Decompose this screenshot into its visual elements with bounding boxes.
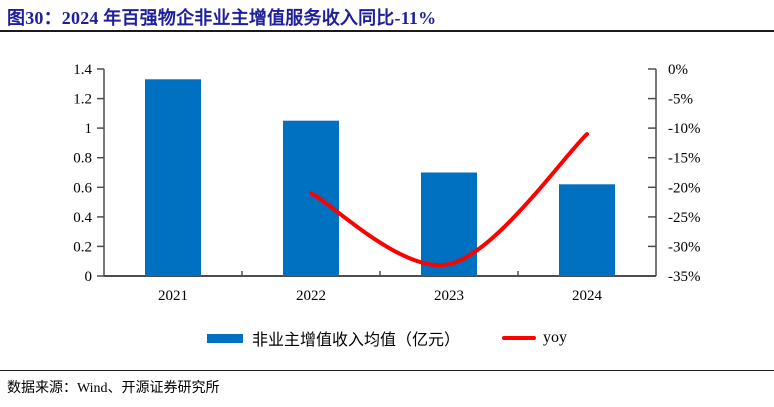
left-axis-tick-label: 1.2 xyxy=(73,92,92,108)
left-axis-tick-label: 0.8 xyxy=(73,151,92,167)
left-axis-tick-label: 1 xyxy=(85,121,93,137)
x-axis-label: 2023 xyxy=(434,288,464,304)
x-axis-label: 2022 xyxy=(296,288,326,304)
right-axis-tick-label: -10% xyxy=(668,121,701,137)
right-axis-tick-label: -35% xyxy=(668,269,701,285)
left-axis-tick-label: 0.6 xyxy=(73,180,92,196)
x-axis-label: 2021 xyxy=(158,288,188,304)
bar-2021 xyxy=(145,79,201,276)
bar-legend-label: 非业主增值收入均值（亿元） xyxy=(251,332,460,349)
footer-divider xyxy=(0,370,774,371)
right-axis-tick-label: -20% xyxy=(668,180,701,196)
yoy-line xyxy=(309,132,589,268)
bar-2024 xyxy=(559,184,615,276)
bar-2023 xyxy=(421,172,477,276)
left-axis-tick-label: 0 xyxy=(85,269,93,285)
left-axis-tick-label: 1.4 xyxy=(73,62,92,78)
chart-legend: 非业主增值收入均值（亿元） yoy xyxy=(0,328,774,349)
figure-title: 图30：2024 年百强物企非业主增值服务收入同比-11% xyxy=(7,8,437,28)
right-axis-tick-label: -30% xyxy=(668,239,701,255)
x-axis-label: 2024 xyxy=(572,288,603,304)
bar-legend-swatch xyxy=(206,333,243,343)
left-axis-tick-label: 0.4 xyxy=(73,210,92,226)
right-axis-tick-label: 0% xyxy=(668,62,688,78)
right-axis-tick-label: -15% xyxy=(668,151,701,167)
bar-line-chart: 1.4 1.2 1 0.8 0.6 0.4 0.2 0 0% -5% -10% -15% -20% -25… xyxy=(73,62,701,304)
left-axis-tick-label: 0.2 xyxy=(73,239,92,255)
bar-2022 xyxy=(283,120,339,276)
data-source: 数据来源：Wind、开源证券研究所 xyxy=(7,381,220,396)
title-divider xyxy=(0,30,774,32)
line-legend-label: yoy xyxy=(543,329,567,346)
right-axis-tick-label: -25% xyxy=(668,210,701,226)
line-legend-swatch xyxy=(502,336,536,340)
right-axis-tick-label: -5% xyxy=(668,92,693,108)
